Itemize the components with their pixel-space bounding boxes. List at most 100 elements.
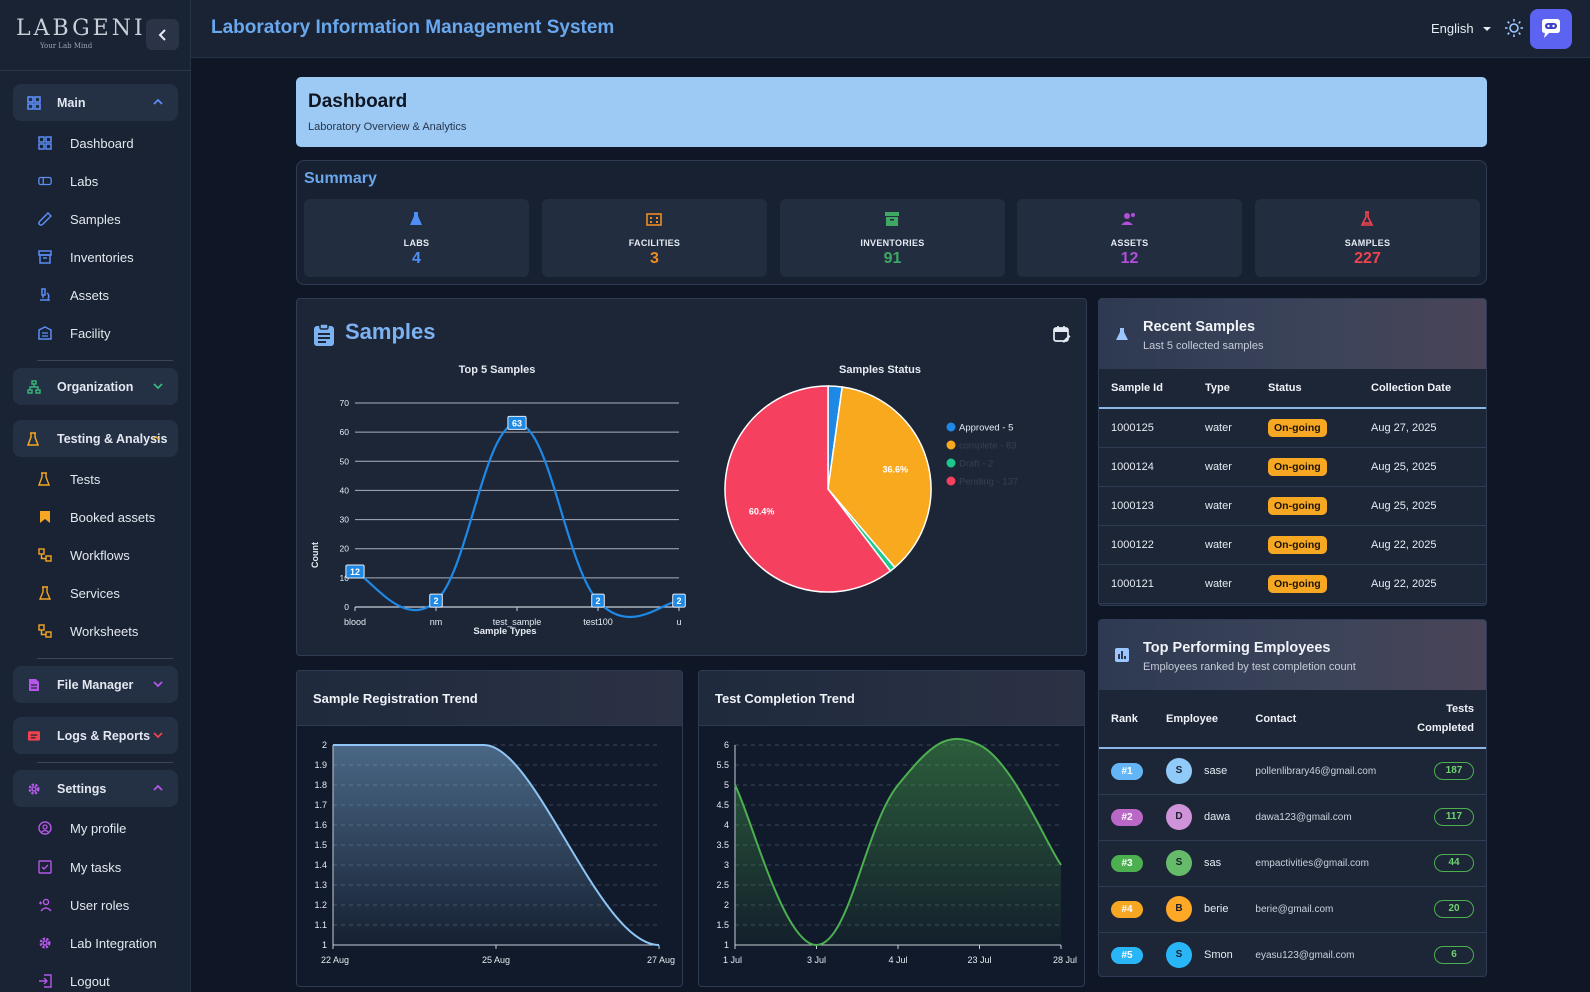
table-row[interactable]: 1000124 water On-going Aug 25, 2025 [1099,447,1486,487]
collection-date: Aug 22, 2025 [1359,564,1486,604]
summary-card-value: 4 [412,250,421,267]
pie-slice[interactable] [724,385,892,593]
summary-card-value: 227 [1354,250,1381,267]
dashboard-icon [27,95,41,110]
table-row[interactable]: 1000121 water On-going Aug 22, 2025 [1099,564,1486,604]
sidebar-item-workflows[interactable]: Workflows [38,543,130,567]
summary-title: Summary [304,170,377,187]
nav-group-settings[interactable]: Settings [13,770,178,807]
rank-badge: #3 [1111,854,1143,872]
legend-label[interactable]: Draft - 2 [959,459,993,470]
contact-email[interactable]: pollenlibrary46@gmail.com [1243,748,1406,795]
nav-group-main[interactable]: Main [13,84,178,121]
column-header[interactable]: Sample Id [1099,369,1193,409]
nav-group-testing[interactable]: Testing & Analysis [13,420,178,457]
pie-slice[interactable] [827,386,932,569]
sidebar-item-facility[interactable]: Facility [38,321,110,345]
sidebar-item-worksheets[interactable]: Worksheets [38,619,138,643]
y-tick-label: 5 [724,780,729,790]
sample-type: water [1193,447,1256,487]
assistant-bot-button[interactable] [1530,9,1572,49]
column-header[interactable]: Collection Date [1359,369,1486,409]
column-header[interactable]: Type [1193,369,1256,409]
nav-group-file-manager[interactable]: File Manager [13,666,178,703]
x-tick-label: 28 Jul [1053,955,1077,965]
summary-card-facilities[interactable]: FACILITIES 3 [542,199,767,277]
data-point-marker [345,564,365,579]
building-icon [38,326,52,340]
sidebar-item-services[interactable]: Services [38,581,120,605]
status-cell: On-going [1256,486,1359,526]
chart-legend[interactable]: Approved - 5 complete - 83 Draft - 2 Pendin… [946,422,1019,488]
y-tick-label: 1 [322,940,327,950]
status-badge: On-going [1268,535,1327,554]
sidebar-item-inventories[interactable]: Inventories [38,245,134,269]
pie-slices: 36.6% 60.4% [724,385,932,593]
recent-samples-panel: Recent Samples Last 5 collected samples … [1098,298,1487,606]
sidebar-item-my-profile[interactable]: My profile [38,816,126,840]
employee-name: sas [1204,857,1222,869]
avatar: S [1166,850,1192,876]
sidebar-item-label: Booked assets [70,509,156,525]
column-header[interactable]: Contact [1243,690,1406,749]
contact-email[interactable]: berie@gmail.com [1243,886,1406,933]
panel-subtitle: Employees ranked by test completion coun… [1143,661,1356,673]
summary-card-samples[interactable]: SAMPLES 227 [1255,199,1480,277]
table-row[interactable]: 1000125 water On-going Aug 27, 2025 [1099,408,1486,448]
tests-count-cell: 117 [1405,794,1486,841]
brand-logo[interactable]: LABGENI Your Lab Mind [16,18,143,54]
language-select[interactable]: English [1431,21,1492,36]
sidebar-item-labs[interactable]: Labs [38,169,98,193]
summary-card-inventories[interactable]: INVENTORIES 91 [780,199,1005,277]
nav-group-organization[interactable]: Organization [13,368,178,405]
nav-group-logs-reports[interactable]: Logs & Reports [13,717,178,754]
y-tick-label: 1.7 [314,800,327,810]
column-header[interactable]: Employee [1154,690,1244,749]
column-header[interactable]: Tests Completed [1405,690,1486,749]
logout-icon [38,974,52,988]
x-tick-label: 27 Aug [647,955,675,965]
panel-subtitle: Last 5 collected samples [1143,340,1264,352]
sidebar-item-tests[interactable]: Tests [38,467,100,491]
table-row[interactable]: 1000123 water On-going Aug 25, 2025 [1099,486,1486,526]
calendar-edit-icon[interactable] [1053,325,1071,343]
chart-x-label: Sample Types [473,626,536,637]
summary-card-labs[interactable]: LABS 4 [304,199,529,277]
y-tick-label: 50 [340,456,350,466]
collapse-sidebar-button[interactable] [146,19,179,50]
legend-marker [946,458,956,468]
sidebar-item-booked-assets[interactable]: Booked assets [38,505,155,529]
contact-email[interactable]: empactivities@gmail.com [1243,840,1406,887]
sidebar-item-samples[interactable]: Samples [38,207,121,231]
summary-card-label: FACILITIES [628,238,681,248]
sidebar-item-my-tasks[interactable]: My tasks [38,855,121,879]
table-row[interactable]: #5 S Smon eyasu123@gmail.com 6 [1099,932,1486,976]
table-row[interactable]: 1000122 water On-going Aug 22, 2025 [1099,525,1486,565]
sidebar-item-label: Inventories [70,249,134,265]
legend-label[interactable]: Pending - 137 [959,477,1018,488]
flask-icon [38,472,52,486]
summary-card-assets[interactable]: ASSETS 12 [1017,199,1242,277]
theme-toggle-sun-icon[interactable] [1504,18,1524,38]
panel-title: Sample Registration Trend [313,691,478,706]
y-tick-label: 1.1 [314,920,327,930]
sidebar-item-lab-integration[interactable]: Lab Integration [38,931,157,955]
legend-label[interactable]: Approved - 5 [959,423,1013,434]
legend-label[interactable]: complete - 83 [959,441,1017,452]
column-header[interactable]: Status [1256,369,1359,409]
sidebar-item-user-roles[interactable]: User roles [38,893,129,917]
sidebar-item-logout[interactable]: Logout [38,969,110,992]
sidebar-item-dashboard[interactable]: Dashboard [38,131,134,155]
contact-email[interactable]: dawa123@gmail.com [1243,794,1406,841]
sidebar-item-label: Worksheets [70,623,139,639]
top-samples-chart: Top 5 Samples 0 10 20 30 40 50 60 70 blood nm tes… [310,364,686,637]
contact-email[interactable]: eyasu123@gmail.com [1243,932,1406,976]
column-header[interactable]: Rank [1099,690,1154,749]
y-tick-label: 6 [724,740,729,750]
flask-icon [38,586,52,600]
sidebar-item-assets[interactable]: Assets [38,283,109,307]
